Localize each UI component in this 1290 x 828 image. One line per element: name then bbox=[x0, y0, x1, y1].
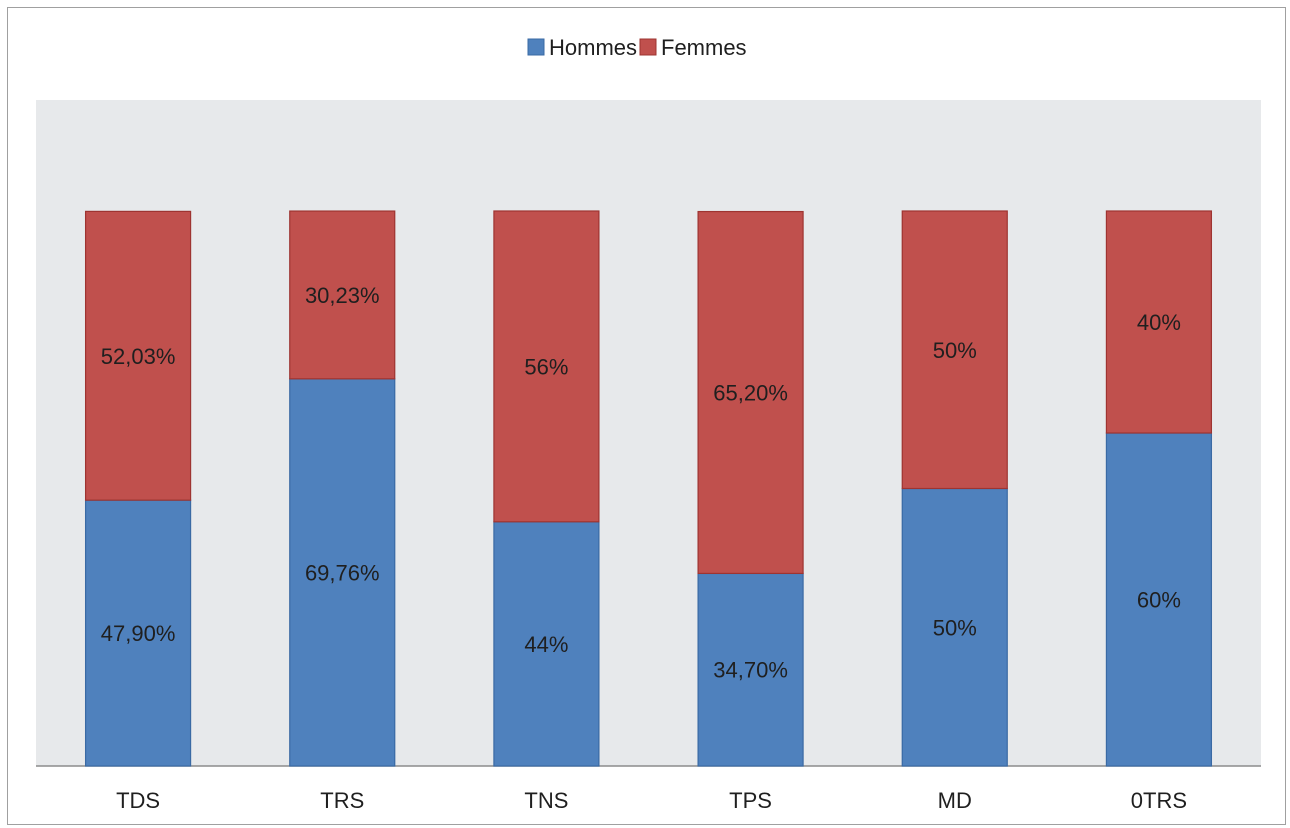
data-label-hommes-trs: 69,76% bbox=[305, 560, 380, 585]
data-label-hommes-0trs: 60% bbox=[1137, 588, 1181, 613]
bar-hommes-trs bbox=[289, 378, 396, 767]
x-tick-label-tds: TDS bbox=[116, 788, 160, 813]
x-tick-label-0trs: 0TRS bbox=[1131, 788, 1187, 813]
chart-frame: Hommes Femmes 47,90% 52,03% 69,76% 30,23% 44%… bbox=[7, 7, 1286, 825]
data-label-femmes-tds: 52,03% bbox=[101, 344, 176, 369]
bar-femmes-md bbox=[901, 210, 1008, 490]
bars-group: 47,90% 52,03% 69,76% 30,23% 44% 56% 34,70% 65,2… bbox=[84, 210, 1213, 767]
data-label-femmes-trs: 30,23% bbox=[305, 283, 380, 308]
x-tick-label-md: MD bbox=[938, 788, 972, 813]
x-tick-labels: TDS TRS TNS TPS MD 0TRS bbox=[116, 788, 1187, 813]
x-tick-label-tns: TNS bbox=[524, 788, 568, 813]
data-label-femmes-0trs: 40% bbox=[1137, 310, 1181, 335]
plot-area bbox=[36, 100, 1261, 766]
data-label-femmes-md: 50% bbox=[933, 338, 977, 363]
legend-label-femmes: Femmes bbox=[661, 35, 747, 60]
x-tick-label-tps: TPS bbox=[729, 788, 772, 813]
legend-swatch-hommes bbox=[527, 38, 545, 56]
bar-hommes-md bbox=[901, 487, 1008, 767]
bar-femmes-tns bbox=[493, 210, 600, 523]
data-label-femmes-tps: 65,20% bbox=[713, 380, 788, 405]
stacked-bar-chart: Hommes Femmes 47,90% 52,03% 69,76% 30,23% 44%… bbox=[36, 35, 1261, 813]
bar-femmes-tds bbox=[84, 210, 192, 501]
bar-hommes-tps bbox=[697, 572, 804, 767]
data-label-hommes-md: 50% bbox=[933, 615, 977, 640]
legend-swatch-femmes bbox=[639, 38, 657, 56]
legend: Hommes Femmes bbox=[527, 35, 747, 60]
data-label-hommes-tns: 44% bbox=[524, 632, 568, 657]
data-label-hommes-tps: 34,70% bbox=[713, 658, 788, 683]
data-label-femmes-tns: 56% bbox=[524, 354, 568, 379]
bar-hommes-tds bbox=[84, 499, 192, 767]
bar-femmes-tps bbox=[697, 210, 804, 575]
bar-femmes-trs bbox=[289, 210, 396, 380]
data-label-hommes-tds: 47,90% bbox=[101, 621, 176, 646]
x-tick-label-trs: TRS bbox=[320, 788, 364, 813]
bar-femmes-0trs bbox=[1105, 210, 1213, 434]
bar-hommes-tns bbox=[493, 521, 600, 767]
bar-hommes-0trs bbox=[1105, 432, 1213, 767]
legend-label-hommes: Hommes bbox=[549, 35, 637, 60]
